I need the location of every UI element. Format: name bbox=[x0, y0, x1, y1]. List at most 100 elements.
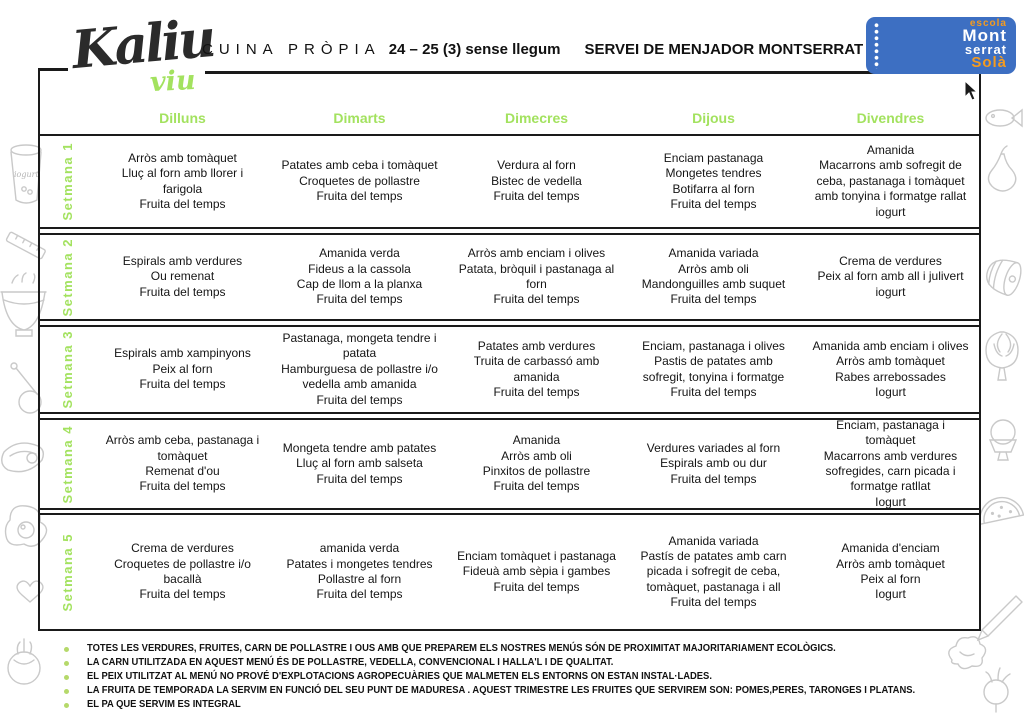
footer-bullet-3: EL PEIX UTILITZAT AL MENÚ NO PROVÉ D'EXP… bbox=[64, 671, 994, 682]
bullet-dot-icon bbox=[64, 689, 69, 694]
week-label-setmana2: Setmana 2 bbox=[59, 237, 75, 317]
ladle-icon bbox=[10, 362, 42, 414]
kaliu-logo-viu: viu bbox=[149, 64, 197, 99]
week-label-setmana5: Setmana 5 bbox=[59, 532, 75, 612]
cell-s3-dijous: Enciam, pastanaga i olives Pastis de pat… bbox=[625, 327, 802, 412]
fried-egg-icon bbox=[4, 505, 48, 547]
menu-text: Patates amb ceba i tomàquet Croquetes de… bbox=[281, 158, 438, 204]
menu-text: Amanida variada Pastís de patates amb ca… bbox=[640, 533, 787, 610]
pear-icon bbox=[987, 145, 1017, 192]
footer-bullet-2: LA CARN UTILITZADA EN AQUEST MENÚ ÉS DE … bbox=[64, 657, 994, 668]
week-label-col: Setmana 4 bbox=[40, 420, 94, 508]
week-label-setmana4: Setmana 4 bbox=[59, 424, 75, 504]
cell-s2-dijous: Amanida variada Arròs amb oli Mandonguil… bbox=[625, 235, 802, 319]
ham-icon bbox=[986, 259, 1022, 297]
menu-text: Enciam pastanaga Mongetes tendres Botifa… bbox=[663, 150, 764, 211]
menu-text: Patates amb verdures Truita de carbassó … bbox=[473, 338, 600, 399]
week-label-col: Setmana 5 bbox=[40, 515, 94, 629]
footer-note-text: EL PEIX UTILITZAT AL MENÚ NO PROVÉ D'EXP… bbox=[87, 671, 712, 682]
mouse-cursor-icon bbox=[964, 80, 979, 101]
menu-text: Espirals amb verdures Ou remenat Fruita … bbox=[122, 253, 243, 299]
title-bar: CUINA PRÒPIA 24 – 25 (3) sense llegum SE… bbox=[202, 41, 909, 58]
cell-s4-dijous: Verdures variades al forn Espirals amb o… bbox=[625, 420, 802, 508]
cell-s5-dimarts: amanida verda Patates i mongetes tendres… bbox=[271, 515, 448, 629]
cell-s2-dimecres: Arròs amb enciam i olives Patata, bròqui… bbox=[448, 235, 625, 319]
menu-text: Amanida amb enciam i olives Arròs amb to… bbox=[812, 338, 969, 399]
menu-text: amanida verda Patates i mongetes tendres… bbox=[286, 541, 433, 602]
footer-bullet-4: LA FRUITA DE TEMPORADA LA SERVIM EN FUNC… bbox=[64, 685, 994, 696]
cell-s2-dilluns: Espirals amb verdures Ou remenat Fruita … bbox=[94, 235, 271, 319]
day-header-divendres: Divendres bbox=[856, 110, 925, 126]
menu-text: Amanida Arròs amb oli Pinxitos de pollas… bbox=[482, 433, 591, 494]
menu-text: Amanida variada Arròs amb oli Mandonguil… bbox=[641, 246, 786, 307]
cell-s3-dimarts: Pastanaga, mongeta tendre i patata Hambu… bbox=[271, 327, 448, 412]
badge-escola: escola bbox=[969, 18, 1007, 29]
badge-text: escola Mont serrat Solà bbox=[883, 17, 1016, 74]
cell-s1-dimarts: Patates amb ceba i tomàquet Croquetes de… bbox=[271, 136, 448, 227]
day-header-dijous: Dijous bbox=[692, 110, 735, 126]
title-underline bbox=[205, 71, 950, 74]
badge-serrat: serrat bbox=[964, 41, 1007, 57]
footer-bullet-1: TOTES LES VERDURES, FRUITES, CARN DE POL… bbox=[64, 643, 994, 654]
service-title: SERVEI DE MENJADOR MONTSERRAT SOLÀ bbox=[584, 41, 909, 58]
day-header-row: Dilluns Dimarts Dimecres Dijous Divendre… bbox=[40, 110, 979, 134]
week-label-setmana3: Setmana 3 bbox=[59, 330, 75, 409]
artichoke-icon bbox=[985, 331, 1019, 381]
pencil-icon bbox=[976, 595, 1023, 642]
menu-text: Pastanaga, mongeta tendre i patata Hambu… bbox=[281, 331, 438, 407]
menu-text: Enciam, pastanaga i olives Pastis de pat… bbox=[642, 338, 785, 399]
footer-bullet-5: EL PA QUE SERVIM ES INTEGRAL bbox=[64, 699, 994, 710]
cell-s4-dilluns: Arròs amb ceba, pastanaga i tomàquet Rem… bbox=[94, 420, 271, 508]
school-badge: escola Mont serrat Solà bbox=[866, 17, 1016, 74]
bacon-icon bbox=[1, 442, 45, 473]
cell-s5-dijous: Amanida variada Pastís de patates amb ca… bbox=[625, 515, 802, 629]
cell-s5-dilluns: Crema de verdures Croquetes de pollastre… bbox=[94, 515, 271, 629]
fish-icon bbox=[985, 108, 1023, 128]
svg-text:iogurt: iogurt bbox=[14, 170, 39, 179]
menu-text: Enciam tomàquet i pastanaga Fideuà amb s… bbox=[457, 548, 616, 594]
menu-text: Verdura al forn Bistec de vedella Fruita… bbox=[491, 158, 582, 204]
footer-note-text: LA FRUITA DE TEMPORADA LA SERVIM EN FUNC… bbox=[87, 685, 916, 696]
week-row-setmana3: Setmana 3 Espirals amb xampinyons Peix a… bbox=[40, 325, 979, 414]
week-label-setmana1: Setmana 1 bbox=[59, 142, 75, 221]
footer-note-text: LA CARN UTILITZADA EN AQUEST MENÚ ÉS DE … bbox=[87, 657, 614, 668]
menu-text: Amanida d'enciam Arròs amb tomàquet Peix… bbox=[836, 541, 945, 602]
week-label-col: Setmana 2 bbox=[40, 235, 94, 319]
menu-text: Arròs amb ceba, pastanaga i tomàquet Rem… bbox=[105, 433, 260, 494]
bullet-dot-icon bbox=[64, 703, 69, 708]
cell-s4-dimecres: Amanida Arròs amb oli Pinxitos de pollas… bbox=[448, 420, 625, 508]
cell-s5-divendres: Amanida d'enciam Arròs amb tomàquet Peix… bbox=[802, 515, 979, 629]
menu-text: Crema de verdures Croquetes de pollastre… bbox=[114, 541, 251, 602]
menu-text: Amanida Macarrons amb sofregit de ceba, … bbox=[814, 143, 967, 219]
bullet-dot-icon bbox=[64, 675, 69, 680]
menu-text: Amanida verda Fideus a la cassola Cap de… bbox=[296, 246, 423, 307]
footer-note-text: TOTES LES VERDURES, FRUITES, CARN DE POL… bbox=[87, 643, 836, 654]
badge-dots bbox=[870, 22, 883, 69]
cell-s1-dimecres: Verdura al forn Bistec de vedella Fruita… bbox=[448, 136, 625, 227]
day-header-dilluns: Dilluns bbox=[159, 110, 206, 126]
cell-s1-dilluns: Arròs amb tomàquet Lluç al forn amb llor… bbox=[94, 136, 271, 227]
cauliflower-icon bbox=[948, 636, 987, 670]
radish-icon bbox=[983, 667, 1011, 713]
egg-cup-icon bbox=[988, 419, 1018, 461]
yogurt-cup-icon: iogurt bbox=[10, 144, 42, 204]
day-header-dimarts: Dimarts bbox=[333, 110, 386, 126]
bullet-dot-icon bbox=[64, 661, 69, 666]
menu-text: Espirals amb xampinyons Peix al forn Fru… bbox=[114, 346, 251, 392]
cell-s2-divendres: Crema de verdures Peix al forn amb all i… bbox=[802, 235, 979, 319]
week-label-col: Setmana 3 bbox=[40, 327, 94, 412]
cuina-propia-label: CUINA PRÒPIA bbox=[202, 41, 381, 58]
cell-s3-divendres: Amanida amb enciam i olives Arròs amb to… bbox=[802, 327, 979, 412]
menu-table: Dilluns Dimarts Dimecres Dijous Divendre… bbox=[38, 68, 981, 631]
day-header-dimecres: Dimecres bbox=[504, 110, 569, 126]
week-row-setmana5: Setmana 5 Crema de verdures Croquetes de… bbox=[40, 513, 979, 631]
menu-text: Arròs amb tomàquet Lluç al forn amb llor… bbox=[121, 150, 244, 211]
onion-icon bbox=[7, 638, 41, 685]
cell-s3-dilluns: Espirals amb xampinyons Peix al forn Fru… bbox=[94, 327, 271, 412]
cell-s2-dimarts: Amanida verda Fideus a la cassola Cap de… bbox=[271, 235, 448, 319]
badge-mont: Mont bbox=[962, 26, 1007, 46]
menu-text: Mongeta tendre amb patates Lluç al forn … bbox=[282, 440, 437, 486]
footer-notes: TOTES LES VERDURES, FRUITES, CARN DE POL… bbox=[64, 643, 994, 713]
